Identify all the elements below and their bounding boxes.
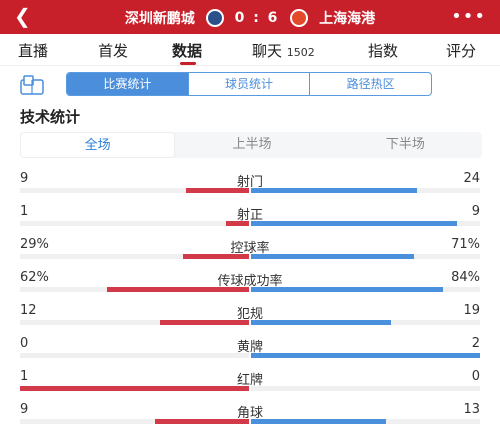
tab-data[interactable]: 数据 [172,42,203,60]
home-bar-track [20,254,249,259]
stat-name: 红牌 [236,373,263,388]
away-bar-track [251,287,480,292]
tab-odds[interactable]: 指数 [368,42,399,60]
stat-name: 传球成功率 [217,274,283,289]
home-bar [160,320,249,325]
more-dots-icon[interactable]: ••• [451,6,486,27]
active-tab-indicator [180,62,196,65]
period-full[interactable]: 全场 [20,132,176,158]
away-value: 84% [451,270,480,285]
away-bar [251,287,444,292]
home-value: 0 [20,336,29,351]
away-value: 19 [463,303,480,318]
home-bar [107,287,249,292]
stat-row: 1 射正 9 [0,204,500,232]
away-bar-track [251,353,480,358]
period-selector: 全场 上半场 下半场 [20,132,482,158]
home-bar [155,419,249,424]
stat-row: 62% 传球成功率 84% [0,270,500,298]
away-bar [251,254,414,259]
home-value: 9 [20,402,29,417]
stat-row: 12 犯规 19 [0,303,500,331]
away-bar-track [251,254,480,259]
away-bar-track [251,221,480,226]
home-value: 62% [20,270,49,285]
away-value: 2 [471,336,480,351]
away-bar-track [251,320,480,325]
away-value: 24 [463,171,480,186]
tab-live[interactable]: 直播 [18,42,49,60]
away-bar [251,221,458,226]
stat-name: 射门 [236,175,263,190]
home-bar-track [20,287,249,292]
subtab-match-stats[interactable]: 比赛统计 [67,73,189,95]
away-bar-track [251,419,480,424]
tab-rating[interactable]: 评分 [446,42,477,60]
away-team-name: 上海海港 [319,11,376,27]
away-value: 0 [471,369,480,384]
away-bar-track [251,188,480,193]
home-bar-track [20,221,249,226]
away-bar [251,419,387,424]
subtab-heatmap[interactable]: 路径热区 [346,77,395,91]
away-team-logo-icon [290,9,309,27]
match-header: ❮ 深圳新鹏城 0 : 6 上海海港 ••• [0,0,500,34]
stat-name: 黄牌 [236,340,263,355]
home-bar [226,221,249,226]
stat-row: 0 黄牌 2 [0,336,500,364]
home-value: 1 [20,369,29,384]
home-bar [20,386,249,391]
away-bar [251,320,392,325]
home-bar [186,188,249,193]
away-value: 9 [471,204,480,219]
section-title: 技术统计 [20,108,81,126]
home-value: 12 [20,303,37,318]
home-bar-track [20,353,249,358]
field-layout-icon[interactable] [20,75,44,95]
home-bar [182,254,249,259]
away-value: 71% [451,237,480,252]
stat-name: 犯规 [236,307,263,322]
home-bar-track [20,320,249,325]
match-score: 0 : 6 [234,10,280,26]
match-title: 深圳新鹏城 0 : 6 上海海港 [0,8,500,28]
period-first-half[interactable]: 上半场 [232,137,272,152]
stats-subtabs: 比赛统计 球员统计 路径热区 [66,72,432,96]
subtab-player-stats[interactable]: 球员统计 [189,73,311,95]
away-bar [251,188,418,193]
home-value: 1 [20,204,29,219]
home-value: 9 [20,171,29,186]
stat-row: 29% 控球率 71% [0,237,500,265]
home-team-name: 深圳新鹏城 [124,11,195,27]
stat-name: 射正 [236,208,263,223]
main-tabs: 直播 首发 数据 聊天 1502 指数 评分 [0,34,500,66]
home-team-logo-icon [205,9,224,27]
away-value: 13 [463,402,480,417]
home-bar-track [20,419,249,424]
chat-count: 1502 [286,46,315,59]
stat-name: 控球率 [230,241,270,256]
home-bar-track [20,386,249,391]
home-bar-track [20,188,249,193]
stat-row: 1 红牌 0 [0,369,500,397]
stat-row: 9 角球 13 [0,402,500,430]
stat-name: 角球 [236,406,263,421]
stat-row: 9 射门 24 [0,171,500,199]
away-bar [251,353,480,358]
back-arrow-icon[interactable]: ❮ [14,4,31,28]
tab-chat[interactable]: 聊天 1502 [252,42,315,60]
tab-lineup[interactable]: 首发 [98,42,129,60]
away-bar-track [251,386,480,391]
period-second-half[interactable]: 下半场 [385,137,425,152]
home-value: 29% [20,237,49,252]
